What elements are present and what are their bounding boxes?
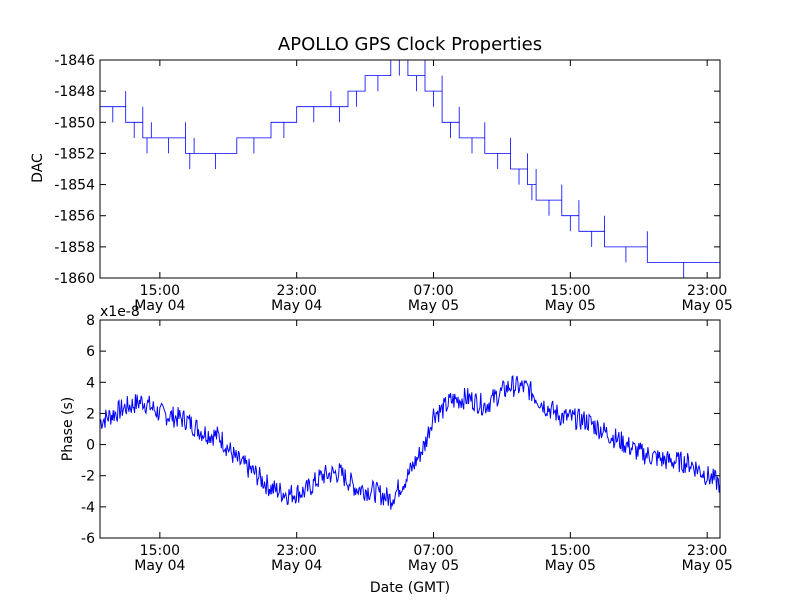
phase-xtick-date: May 04 [134,558,185,574]
dac-xtick-time: 23:00 [687,283,727,299]
phase-ylabel: Phase (s) [60,397,76,461]
figure-title: APOLLO GPS Clock Properties [278,34,542,55]
dac-ytick-label: -1850 [54,115,95,131]
dac-ytick-label: -1848 [54,84,95,100]
dac-series [100,59,721,278]
phase-ytick-label: 2 [86,406,95,422]
dac-series-line [100,59,721,278]
dac-ylabel: DAC [30,153,46,183]
dac-ytick-label: -1846 [54,53,95,69]
phase-xtick-time: 15:00 [140,543,180,559]
phase-xtick-time: 07:00 [413,543,453,559]
phase-xtick-time: 23:00 [277,543,317,559]
phase-series [99,375,721,510]
dac-xtick-time: 23:00 [277,283,317,299]
dac-xtick-time: 07:00 [413,283,453,299]
dac-xtick-time: 15:00 [140,283,180,299]
dac-xtick-date: May 05 [545,298,596,314]
dac-ytick-label: -1852 [54,146,95,162]
phase-axes-frame [99,319,721,539]
phase-ytick-label: -6 [81,531,95,547]
phase-ytick-label: 8 [86,313,95,329]
phase-series-line [99,375,721,510]
dac-xtick-date: May 04 [134,298,185,314]
phase-xtick-time: 23:00 [687,543,727,559]
phase-xtick-time: 15:00 [550,543,590,559]
phase-ytick-label: -2 [81,469,95,485]
dac-axes-frame [99,59,721,279]
x-axis-label: Date (GMT) [370,580,450,596]
dac-ytick-label: -1858 [54,240,95,256]
phase-ytick-label: 0 [86,438,95,454]
phase-xtick-date: May 05 [408,558,459,574]
phase-xtick-date: May 05 [545,558,596,574]
phase-ytick-label: -4 [81,500,95,516]
dac-xtick-date: May 04 [271,298,322,314]
dac-ytick-label: -1860 [54,271,95,287]
phase-xtick-date: May 04 [271,558,322,574]
phase-ytick-label: 6 [86,344,95,360]
phase-xtick-date: May 05 [682,558,733,574]
phase-multiplier: x1e-8 [100,304,140,320]
dac-ytick-label: -1856 [54,209,95,225]
dac-ticks: -1846 -1848 -1850 -1852 -1854 -1856 -1858 -1860… [54,53,732,314]
dac-xtick-date: May 05 [408,298,459,314]
dac-ytick-label: -1854 [54,178,95,194]
dac-axes: DAC -1846-1848-1850-1852-1854-1856-1858-… [30,53,733,314]
phase-ytick-label: 4 [86,375,95,391]
dac-xtick-date: May 05 [682,298,733,314]
dac-xtick-time: 15:00 [550,283,590,299]
